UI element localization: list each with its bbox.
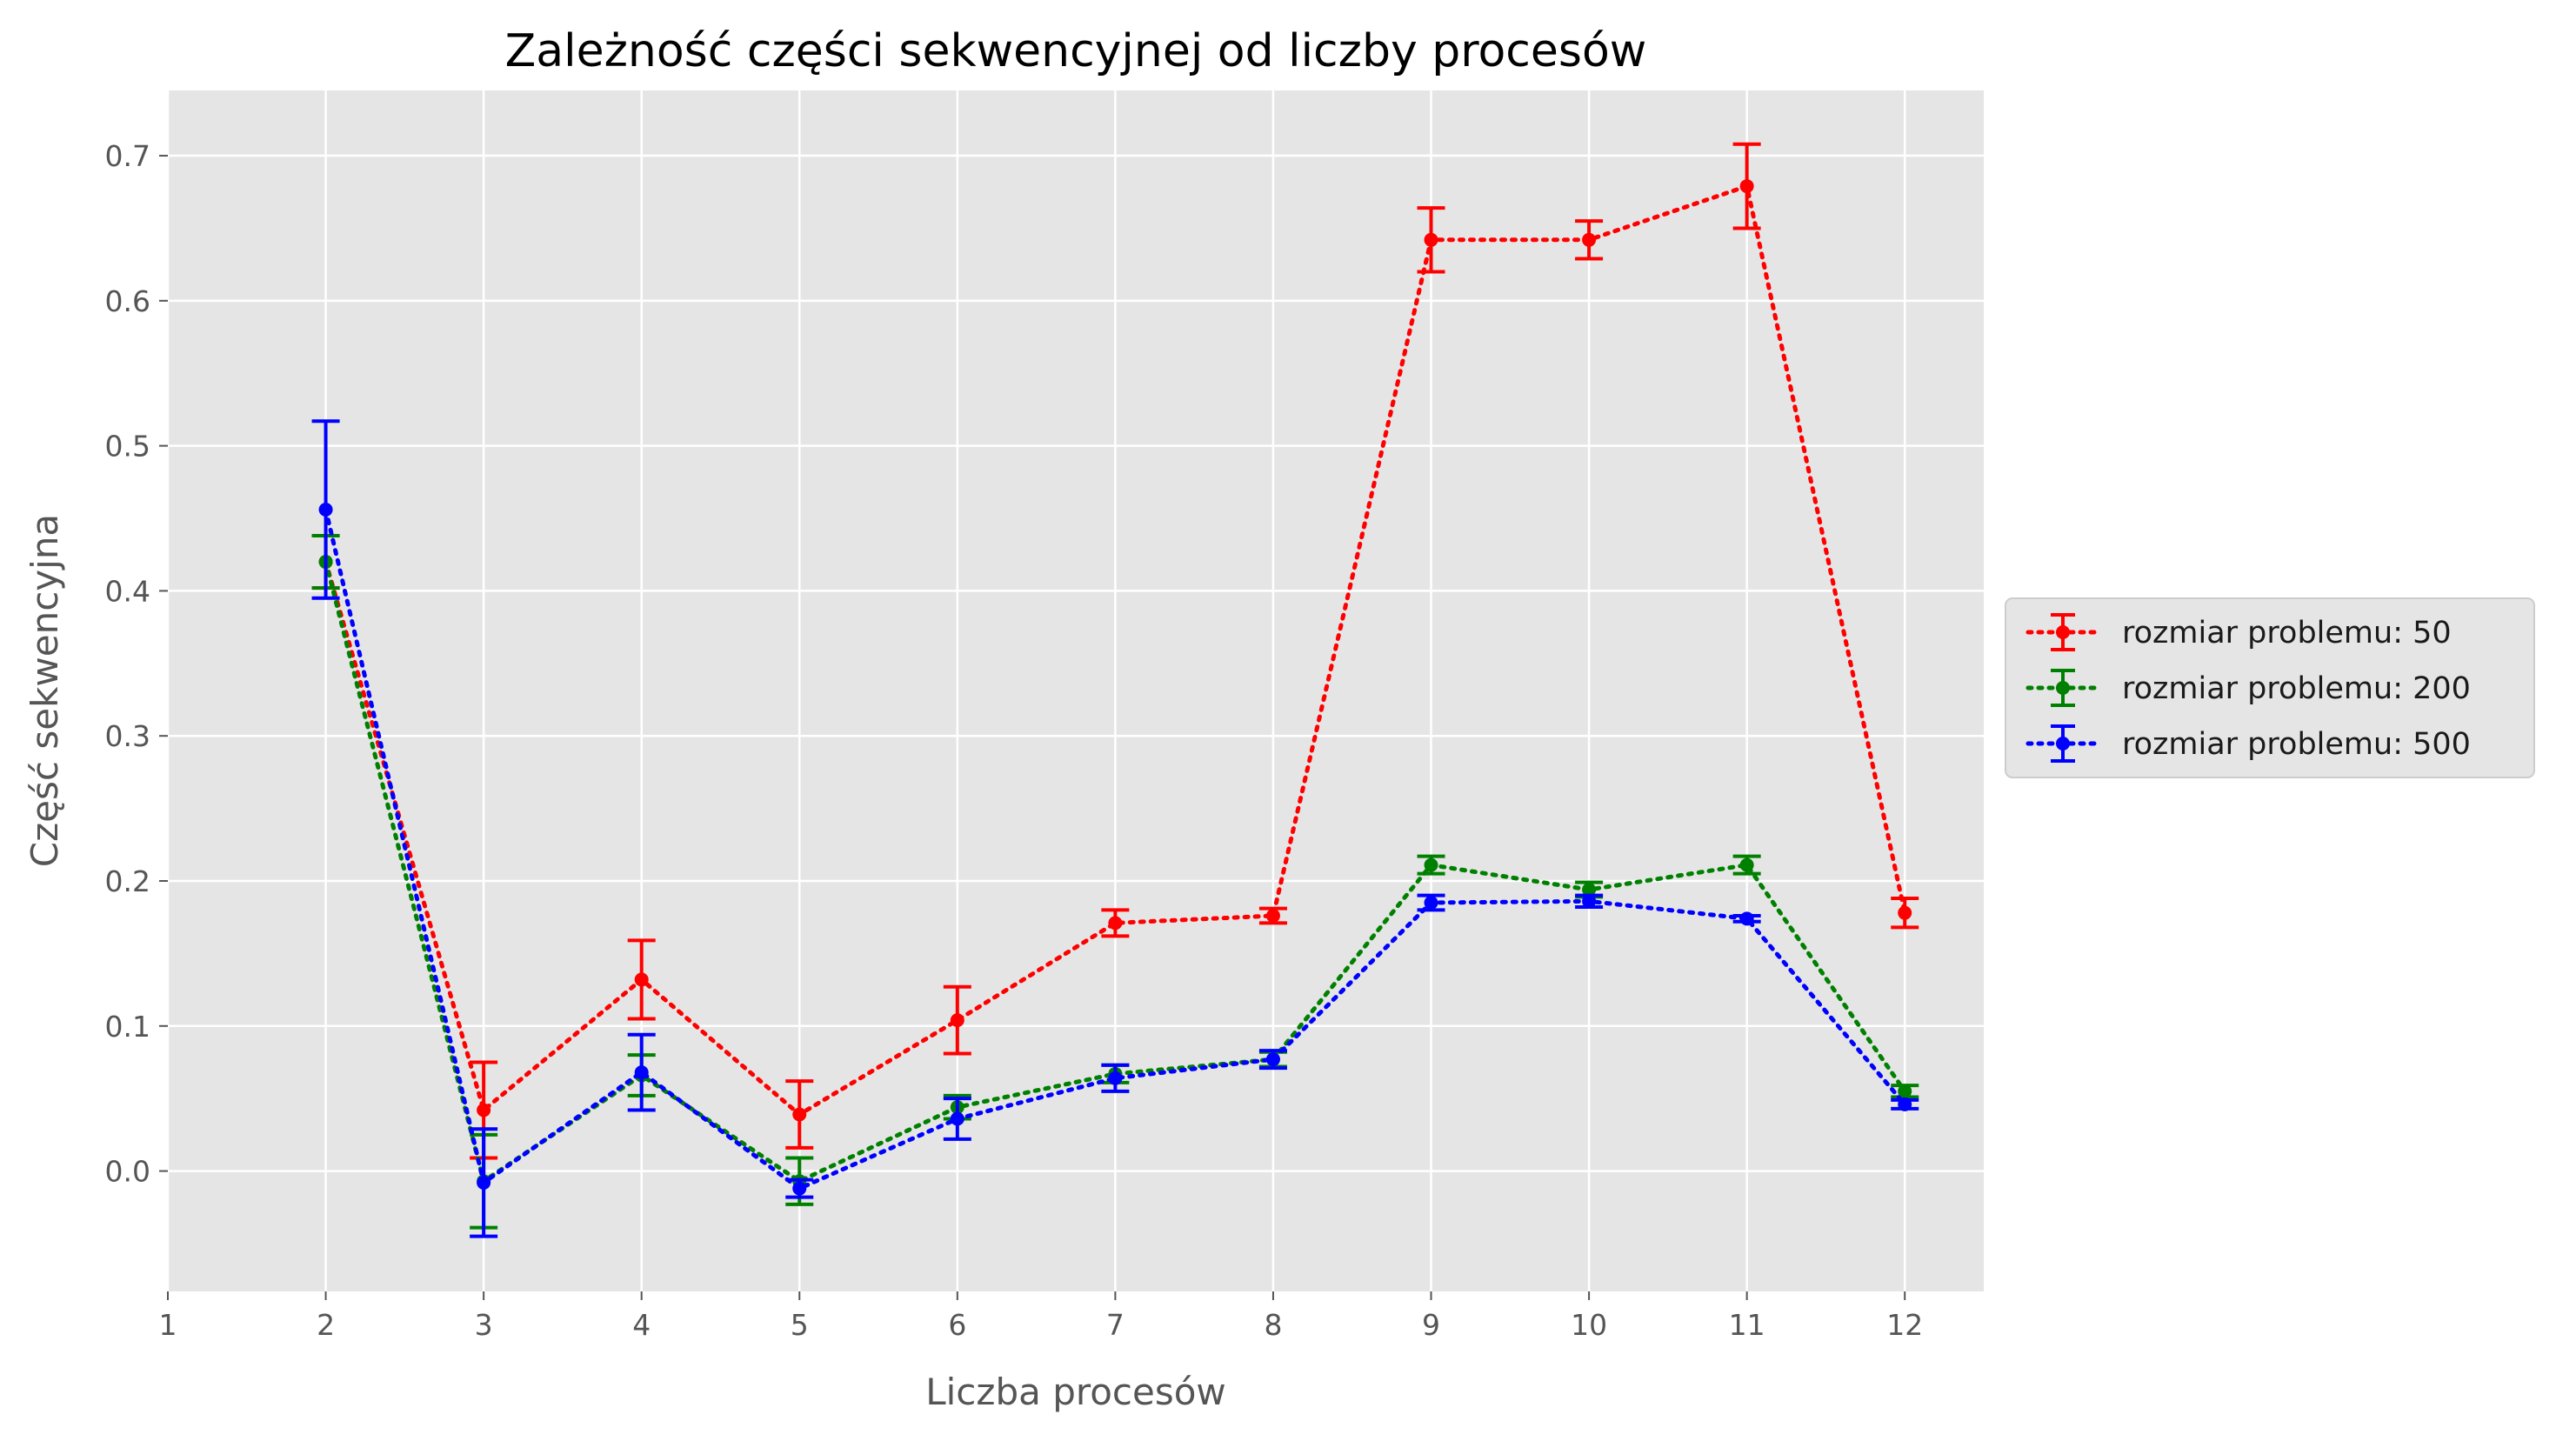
grid [166, 90, 1984, 1291]
data-point [1424, 857, 1438, 872]
data-point [1898, 1097, 1912, 1111]
y-tick-label: 0.5 [105, 430, 150, 464]
legend-marker [2056, 625, 2070, 639]
data-point [1582, 232, 1597, 247]
chart-title: Zależność części sekwencyjnej od liczby … [505, 25, 1647, 77]
legend-item: rozmiar problemu: 500 [2025, 724, 2471, 763]
series-line [324, 507, 1907, 1191]
legend-label: rozmiar problemu: 500 [2122, 727, 2471, 762]
x-tick-label: 5 [791, 1308, 809, 1342]
x-tick-label: 2 [317, 1308, 335, 1342]
y-tick-label: 0.7 [105, 139, 150, 173]
x-tick-label: 10 [1571, 1308, 1607, 1342]
data-point [477, 1175, 491, 1190]
legend-item: rozmiar problemu: 50 [2025, 613, 2452, 651]
legend-item: rozmiar problemu: 200 [2025, 669, 2471, 707]
y-tick-label: 0.1 [105, 1010, 150, 1044]
data-point [634, 1065, 649, 1080]
data-point [1582, 882, 1597, 897]
y-tick-label: 0.3 [105, 719, 150, 753]
plot-area [168, 90, 1984, 1291]
y-tick-label: 0.4 [105, 574, 150, 608]
data-point [792, 1107, 807, 1122]
data-point [1739, 911, 1754, 926]
x-ticks: 1 2 3 4 5 6 7 8 9 10 11 12 [159, 1291, 1923, 1342]
legend-label: rozmiar problemu: 200 [2122, 671, 2471, 706]
data-point [950, 1013, 964, 1028]
data-point [1265, 909, 1280, 924]
data-point [1582, 894, 1597, 909]
legend-marker [2056, 737, 2070, 751]
x-tick-label: 9 [1422, 1308, 1440, 1342]
x-tick-label: 12 [1886, 1308, 1923, 1342]
x-tick-label: 11 [1729, 1308, 1765, 1342]
y-tick-label: 0.0 [105, 1155, 150, 1189]
x-tick-label: 7 [1106, 1308, 1124, 1342]
x-tick-label: 4 [632, 1308, 651, 1342]
y-tick-label: 0.2 [105, 864, 150, 898]
data-point [634, 972, 649, 987]
x-tick-label: 6 [948, 1308, 966, 1342]
y-tick-label: 0.6 [105, 284, 150, 318]
data-point [1898, 1084, 1912, 1098]
data-point [1898, 905, 1912, 920]
legend-marker [2056, 681, 2070, 695]
data-point [1424, 896, 1438, 911]
series-2 [311, 419, 1919, 1238]
y-axis-label: Część sekwencyjna [23, 514, 66, 867]
legend-label: rozmiar problemu: 50 [2122, 616, 2452, 650]
data-point [1739, 179, 1754, 194]
y-ticks: 0.0 0.1 0.2 0.3 0.4 0.5 0.6 0.7 [105, 139, 168, 1189]
x-axis-label: Liczba procesów [925, 1371, 1226, 1413]
data-point [1739, 857, 1754, 872]
data-point [1108, 916, 1123, 931]
legend: rozmiar problemu: 50 rozmiar problemu: 20… [2005, 597, 2535, 778]
data-point [1424, 232, 1438, 247]
x-tick-label: 1 [159, 1308, 177, 1342]
data-point [1265, 1052, 1280, 1067]
data-point [792, 1181, 807, 1196]
legend-box [2005, 597, 2535, 778]
x-tick-label: 3 [475, 1308, 493, 1342]
data-point [1108, 1071, 1123, 1085]
series-layer [311, 142, 1919, 1238]
data-point [477, 1103, 491, 1117]
x-tick-label: 8 [1264, 1308, 1282, 1342]
data-point [318, 503, 333, 517]
data-point [950, 1111, 964, 1126]
